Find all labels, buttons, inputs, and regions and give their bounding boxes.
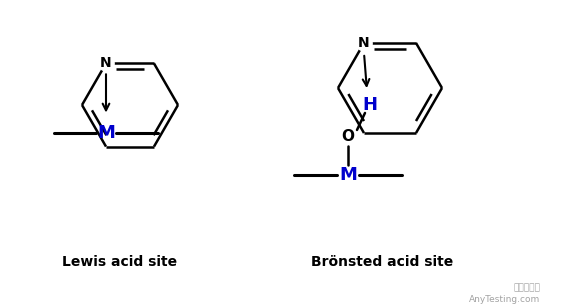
Text: H: H [362,96,378,114]
Text: 青松检测网: 青松检测网 [513,283,540,293]
Text: Brönsted acid site: Brönsted acid site [311,255,453,269]
Text: N: N [358,36,370,50]
Text: Lewis acid site: Lewis acid site [62,255,178,269]
Text: AnyTesting.com: AnyTesting.com [469,295,540,305]
Text: M: M [97,124,115,142]
Text: O: O [342,129,355,144]
Text: N: N [100,56,112,71]
Text: M: M [339,166,357,184]
